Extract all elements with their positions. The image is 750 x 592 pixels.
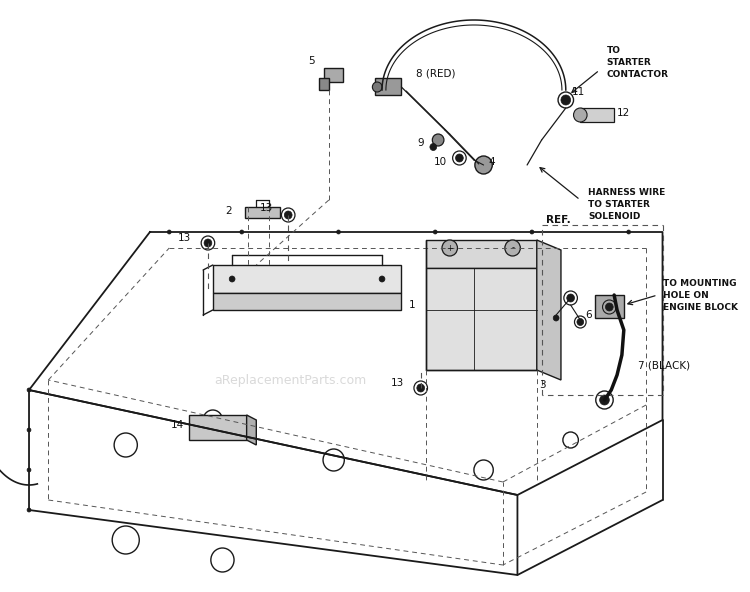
Polygon shape xyxy=(595,295,624,318)
Polygon shape xyxy=(375,78,401,95)
Circle shape xyxy=(433,230,437,234)
Polygon shape xyxy=(188,415,247,440)
Text: 7 (BLACK): 7 (BLACK) xyxy=(638,360,691,370)
Text: HARNESS WIRE: HARNESS WIRE xyxy=(588,188,665,197)
Circle shape xyxy=(27,428,31,432)
Polygon shape xyxy=(537,240,561,380)
Polygon shape xyxy=(213,265,401,293)
Text: TO STARTER: TO STARTER xyxy=(588,200,650,208)
Text: 1: 1 xyxy=(410,300,416,310)
Circle shape xyxy=(574,108,587,122)
Circle shape xyxy=(530,230,534,234)
Circle shape xyxy=(561,95,571,105)
Polygon shape xyxy=(425,240,537,268)
Circle shape xyxy=(230,276,235,282)
Text: 2: 2 xyxy=(226,206,232,216)
Text: TO: TO xyxy=(607,46,620,54)
Circle shape xyxy=(27,388,31,392)
Circle shape xyxy=(204,239,212,247)
Text: 13: 13 xyxy=(391,378,404,388)
Text: 13: 13 xyxy=(260,203,273,213)
Polygon shape xyxy=(580,108,614,122)
Text: REF.: REF. xyxy=(547,215,572,225)
Text: -: - xyxy=(511,243,514,253)
Polygon shape xyxy=(247,415,256,445)
Text: 14: 14 xyxy=(170,420,184,430)
Text: CONTACTOR: CONTACTOR xyxy=(607,69,668,79)
Circle shape xyxy=(567,294,574,302)
Text: ENGINE BLOCK: ENGINE BLOCK xyxy=(662,303,737,311)
Text: aReplacementParts.com: aReplacementParts.com xyxy=(214,374,366,387)
Circle shape xyxy=(167,230,171,234)
Circle shape xyxy=(455,154,464,162)
Circle shape xyxy=(432,134,444,146)
Circle shape xyxy=(284,211,292,219)
Circle shape xyxy=(430,143,436,150)
Circle shape xyxy=(372,82,382,92)
Circle shape xyxy=(505,240,520,256)
Text: 11: 11 xyxy=(572,87,585,97)
Circle shape xyxy=(554,315,559,321)
Text: +: + xyxy=(446,243,453,253)
Text: 3: 3 xyxy=(538,380,545,390)
Text: 13: 13 xyxy=(178,233,191,243)
Circle shape xyxy=(577,318,584,326)
Text: 8 (RED): 8 (RED) xyxy=(416,68,455,78)
Circle shape xyxy=(27,508,31,512)
Text: 12: 12 xyxy=(617,108,630,118)
Circle shape xyxy=(475,156,492,174)
Polygon shape xyxy=(213,293,401,310)
Text: SOLENOID: SOLENOID xyxy=(588,211,640,220)
Text: 9: 9 xyxy=(417,138,424,148)
Circle shape xyxy=(240,230,244,234)
Text: TO MOUNTING: TO MOUNTING xyxy=(662,278,736,288)
Text: 6: 6 xyxy=(585,310,592,320)
Circle shape xyxy=(600,395,609,405)
Text: STARTER: STARTER xyxy=(607,57,651,66)
Circle shape xyxy=(627,230,631,234)
Text: 5: 5 xyxy=(308,56,315,66)
Text: HOLE ON: HOLE ON xyxy=(662,291,708,300)
Circle shape xyxy=(380,276,385,282)
Polygon shape xyxy=(425,268,537,370)
Circle shape xyxy=(442,240,458,256)
Circle shape xyxy=(417,384,424,392)
Text: 10: 10 xyxy=(433,157,447,167)
Circle shape xyxy=(27,468,31,472)
Circle shape xyxy=(337,230,340,234)
Polygon shape xyxy=(324,68,344,82)
Polygon shape xyxy=(244,207,280,218)
Text: 4: 4 xyxy=(488,157,495,167)
Polygon shape xyxy=(320,78,328,90)
Circle shape xyxy=(605,303,613,311)
